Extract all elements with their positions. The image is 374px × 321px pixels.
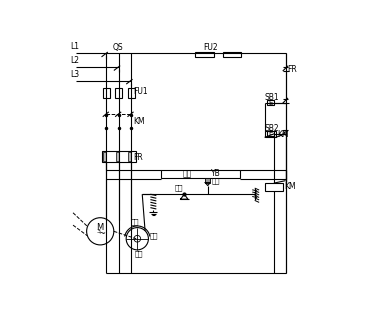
Text: L3: L3 [71, 70, 80, 79]
Bar [115, 88, 122, 98]
Text: QS: QS [112, 43, 123, 52]
Text: FR: FR [133, 153, 143, 162]
Text: 闸瓦: 闸瓦 [131, 219, 140, 225]
Bar [267, 100, 275, 105]
Text: L2: L2 [71, 56, 80, 65]
Text: L1: L1 [71, 42, 80, 51]
Bar [223, 52, 241, 57]
Text: E: E [269, 100, 273, 106]
Text: SB2: SB2 [264, 124, 279, 133]
Bar [267, 131, 275, 136]
Text: 杠杆: 杠杆 [175, 185, 184, 191]
Text: E: E [269, 130, 273, 136]
Text: 闸轮: 闸轮 [134, 250, 143, 257]
Bar [264, 131, 276, 137]
Text: YB: YB [211, 169, 221, 178]
Text: ~: ~ [98, 229, 105, 238]
Bar [104, 152, 106, 161]
Bar [161, 169, 240, 178]
Bar [128, 88, 135, 98]
Bar [103, 88, 110, 98]
Bar [195, 52, 214, 57]
Text: FR: FR [288, 65, 297, 74]
Text: FU1: FU1 [133, 87, 148, 96]
Bar [205, 178, 210, 183]
Text: KM: KM [277, 130, 289, 139]
Bar [264, 183, 283, 191]
Text: KM: KM [285, 182, 296, 191]
Bar [116, 152, 119, 161]
Text: FU2: FU2 [203, 43, 218, 52]
Text: KM: KM [133, 117, 145, 126]
Bar [128, 152, 131, 161]
Text: M: M [96, 223, 104, 232]
Text: 线圈: 线圈 [182, 169, 191, 178]
Text: 衔铁: 衔铁 [211, 177, 220, 184]
Text: 闸瓦: 闸瓦 [150, 232, 158, 239]
Text: 3: 3 [96, 229, 100, 234]
Text: SB1: SB1 [264, 93, 279, 102]
Bar [102, 151, 135, 162]
